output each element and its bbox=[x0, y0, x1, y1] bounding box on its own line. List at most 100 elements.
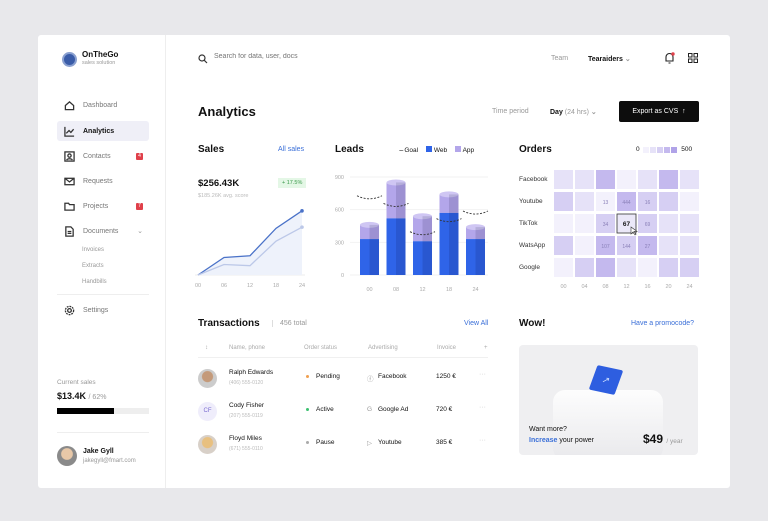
more-options-icon[interactable]: ··· bbox=[479, 404, 486, 411]
y-tick-label: 0 bbox=[341, 273, 344, 279]
legend-goal: --- Goal bbox=[399, 146, 419, 154]
heatmap-cell[interactable] bbox=[659, 170, 678, 189]
more-options-icon[interactable]: ··· bbox=[479, 437, 486, 444]
heatmap-cell[interactable] bbox=[617, 236, 636, 255]
bar-app[interactable] bbox=[413, 216, 432, 242]
heatmap-cell[interactable] bbox=[596, 170, 615, 189]
ad-channel-icon: G bbox=[367, 406, 373, 413]
bar-web[interactable] bbox=[466, 239, 485, 275]
sidebar-subitem-handbills[interactable]: Handbills bbox=[82, 279, 107, 285]
heatmap-cell[interactable] bbox=[617, 258, 636, 277]
chevron-down-icon: ⌄ bbox=[624, 56, 631, 63]
sidebar-item-documents[interactable]: Documents ⌄ bbox=[57, 221, 149, 241]
sidebar-item-analytics[interactable]: Analytics bbox=[57, 121, 149, 141]
heatmap-cell[interactable] bbox=[638, 170, 657, 189]
heatmap-cell[interactable] bbox=[554, 214, 573, 233]
sidebar-item-dashboard[interactable]: Dashboard bbox=[57, 95, 149, 115]
heatmap-cell[interactable] bbox=[680, 258, 699, 277]
time-period-select[interactable]: Day (24 hrs) ⌄ bbox=[550, 109, 597, 116]
heatmap-cell[interactable] bbox=[659, 214, 678, 233]
column-header-invoice[interactable]: Invoice bbox=[437, 345, 457, 351]
promo-card[interactable]: ↗ Want more? Increase your power $49 / y… bbox=[519, 345, 698, 455]
heatmap-cell[interactable] bbox=[638, 214, 657, 233]
user-avatar[interactable] bbox=[57, 446, 77, 466]
heatmap-cell[interactable] bbox=[617, 170, 636, 189]
column-header-advertising[interactable]: Advertising bbox=[368, 345, 398, 351]
heatmap-cell[interactable] bbox=[575, 236, 594, 255]
heatmap-cell[interactable] bbox=[575, 170, 594, 189]
sidebar-item-requests[interactable]: Requests bbox=[57, 171, 149, 191]
heatmap-cell[interactable] bbox=[596, 236, 615, 255]
heatmap-cell[interactable] bbox=[575, 192, 594, 211]
heatmap-cell[interactable] bbox=[680, 192, 699, 211]
bar-web[interactable] bbox=[413, 241, 432, 275]
row-label: WatsApp bbox=[519, 242, 546, 249]
sidebar-item-label: Analytics bbox=[83, 127, 115, 135]
team-select[interactable]: Tearaiders ⌄ bbox=[588, 56, 631, 63]
heatmap-cell[interactable] bbox=[596, 258, 615, 277]
heatmap-cell[interactable] bbox=[659, 236, 678, 255]
heatmap-cell[interactable] bbox=[575, 214, 594, 233]
bar-web[interactable] bbox=[386, 218, 406, 275]
bar-web[interactable] bbox=[360, 239, 379, 275]
search-input[interactable] bbox=[214, 53, 394, 60]
promocode-link[interactable]: Have a promocode? bbox=[631, 320, 695, 327]
heatmap-cell[interactable] bbox=[638, 236, 657, 255]
bar-app[interactable] bbox=[439, 194, 459, 213]
bar-top bbox=[439, 191, 459, 198]
heatmap-cell[interactable] bbox=[554, 258, 573, 277]
sidebar-item-label: Projects bbox=[83, 202, 109, 210]
column-header-name[interactable]: Name, phone bbox=[229, 345, 266, 351]
ad-channel-icon: ⓕ bbox=[367, 376, 374, 383]
sidebar-item-contacts[interactable]: Contacts 4 bbox=[57, 146, 149, 166]
column-header-status[interactable]: Order status bbox=[304, 345, 338, 351]
promo-price: $49 / year bbox=[643, 432, 683, 446]
bar-web[interactable] bbox=[439, 212, 459, 275]
bar-app[interactable] bbox=[386, 182, 406, 219]
heatmap-cell[interactable] bbox=[596, 214, 615, 233]
column-options-icon[interactable]: + bbox=[484, 345, 488, 351]
bar-shade bbox=[369, 224, 379, 275]
grid-icon[interactable] bbox=[688, 53, 698, 63]
contact-icon bbox=[64, 150, 75, 162]
bar-app[interactable] bbox=[466, 227, 485, 240]
cell-label: 27 bbox=[645, 244, 651, 250]
heatmap-cell[interactable] bbox=[554, 236, 573, 255]
heatmap-cell[interactable] bbox=[575, 258, 594, 277]
heatmap-cell[interactable] bbox=[638, 192, 657, 211]
export-button[interactable]: Export as CVS ↑ bbox=[619, 101, 699, 122]
sidebar-item-settings[interactable]: Settings bbox=[57, 300, 149, 320]
more-options-icon[interactable]: ··· bbox=[479, 371, 486, 378]
sales-title: Sales bbox=[198, 144, 225, 155]
bell-icon[interactable] bbox=[664, 52, 675, 64]
heatmap-cell[interactable] bbox=[680, 214, 699, 233]
transactions-total: 456 total bbox=[272, 320, 307, 327]
heatmap-cell[interactable] bbox=[680, 236, 699, 255]
heatmap-cell[interactable] bbox=[554, 192, 573, 211]
sidebar-subitem-invoices[interactable]: Invoices bbox=[82, 247, 105, 253]
legend-swatch bbox=[650, 146, 657, 153]
x-tick-label: 08 bbox=[602, 284, 608, 290]
view-all-link[interactable]: View All bbox=[464, 320, 489, 327]
status-dot-icon bbox=[306, 408, 309, 411]
heatmap-cell[interactable] bbox=[638, 258, 657, 277]
area-fill bbox=[198, 210, 302, 275]
heatmap-cell[interactable] bbox=[596, 192, 615, 211]
chevron-down-icon[interactable]: ⌄ bbox=[137, 228, 143, 235]
cell-label: 16 bbox=[645, 200, 651, 206]
all-sales-link[interactable]: All sales bbox=[278, 146, 305, 153]
count-badge: 4 bbox=[136, 152, 143, 160]
table-row[interactable]: Floyd Miles (671) 555-0110 Pause ▷ Youtu… bbox=[198, 432, 488, 462]
x-tick-label: 24 bbox=[686, 284, 692, 290]
heatmap-cell[interactable] bbox=[680, 170, 699, 189]
heatmap-cell[interactable] bbox=[659, 192, 678, 211]
heatmap-cell[interactable] bbox=[659, 258, 678, 277]
table-row[interactable]: CF Cody Fisher (207) 555-0119 Active G G… bbox=[198, 399, 488, 429]
heatmap-cell[interactable] bbox=[554, 170, 573, 189]
table-row[interactable]: Ralph Edwards (406) 555-0120 Pending ⓕ F… bbox=[198, 366, 488, 396]
heatmap-cell[interactable] bbox=[617, 192, 636, 211]
sidebar-subitem-extracts[interactable]: Extracts bbox=[82, 263, 104, 269]
bar-app[interactable] bbox=[360, 224, 379, 240]
sidebar-item-projects[interactable]: Projects 7 bbox=[57, 196, 149, 216]
sort-icon[interactable]: ↕ bbox=[205, 345, 208, 351]
